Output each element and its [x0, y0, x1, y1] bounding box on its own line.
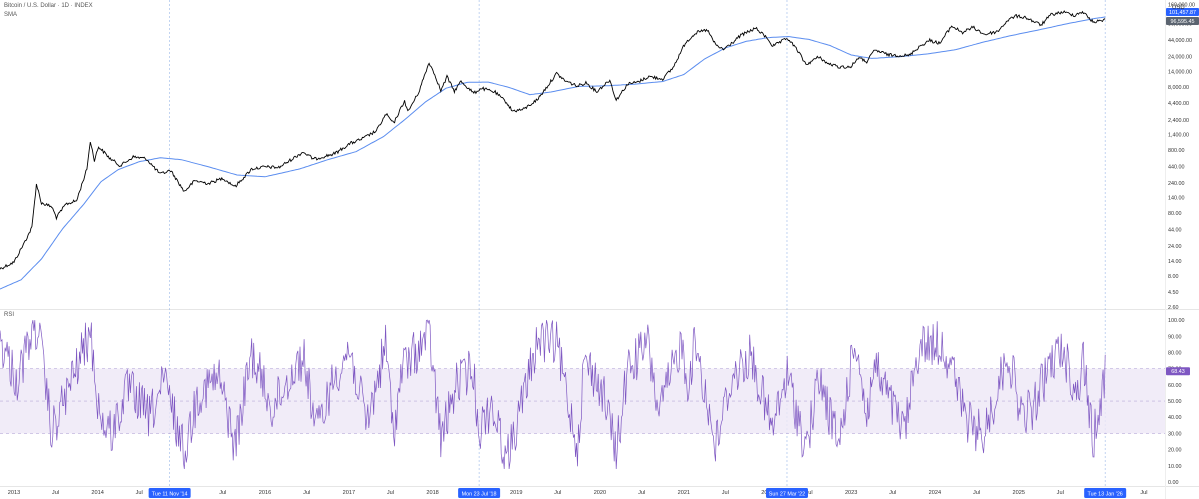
sma-indicator-label[interactable]: SMA: [4, 12, 18, 18]
price-value-label: 101,457.87: [1169, 10, 1196, 16]
x-tick-label: 2021: [678, 490, 690, 496]
date-marker-badge: [148, 488, 191, 498]
price-tick-label: 8.00: [1168, 274, 1179, 280]
price-value-badge: [1166, 7, 1199, 16]
x-tick-label: 2023: [845, 490, 857, 496]
rsi-indicator-label[interactable]: RSI: [4, 312, 15, 318]
rsi-tick-label: 30.00: [1168, 431, 1182, 437]
price-tick-label: 24.00: [1168, 244, 1182, 250]
rsi-tick-label: 50.00: [1168, 399, 1182, 405]
price-tick-label: 80.00: [1168, 211, 1182, 217]
date-marker-badge: [765, 488, 808, 498]
date-marker-badge: [458, 488, 501, 498]
x-tick-label: 2013: [8, 490, 20, 496]
rsi-line: [0, 319, 1106, 470]
price-line: [0, 10, 1106, 270]
price-tick-label: 140.00: [1168, 196, 1185, 202]
x-tick-label: Jul: [722, 490, 729, 496]
price-tick-label: 4.50: [1168, 290, 1179, 296]
x-tick-label: 2014: [91, 490, 103, 496]
price-series: [0, 10, 1106, 270]
price-tick-label: 44,000.00: [1168, 38, 1192, 44]
currency-label: USD: [1172, 5, 1185, 11]
x-tick-label: 2016: [259, 490, 271, 496]
x-tick-label: Jul: [219, 490, 226, 496]
rsi-tick-label: 40.00: [1168, 415, 1182, 421]
price-tick-label: 240.00: [1168, 181, 1185, 187]
x-tick-label: Jul: [303, 490, 310, 496]
rsi-tick-label: 80.00: [1168, 350, 1182, 356]
sma-line: [0, 16, 1106, 290]
date-marker-badge: [1084, 488, 1127, 498]
x-tick-label: 2019: [510, 490, 522, 496]
x-tick-label: 2020: [594, 490, 606, 496]
date-marker-label: Tue 11 Nov '14: [152, 492, 188, 498]
x-tick-label: 2018: [426, 490, 438, 496]
price-tick-label: 2,400.00: [1168, 118, 1189, 124]
date-marker-label: Mon 23 Jul '18: [462, 492, 497, 498]
rsi-tick-label: 10.00: [1168, 464, 1182, 470]
price-tick-label: 160,000.00: [1168, 3, 1195, 9]
x-tick-label: Jul: [387, 490, 394, 496]
sma-series: [0, 16, 1106, 290]
symbol-title: Bitcoin / U.S. Dollar · 1D · INDEX: [4, 3, 93, 9]
price-tick-label: 4,400.00: [1168, 101, 1189, 107]
x-tick-label: Jul: [973, 490, 980, 496]
x-tick-label: Jul: [554, 490, 561, 496]
x-tick-label: Jul: [136, 490, 143, 496]
x-tick-label: Jul: [638, 490, 645, 496]
rsi-y-axis[interactable]: 100.0090.0080.0070.0060.0050.0040.0030.0…: [1168, 318, 1185, 486]
x-tick-label: Jul: [805, 490, 812, 496]
price-tick-label: 2.60: [1168, 305, 1179, 311]
x-tick-label: Jul: [1140, 490, 1147, 496]
value-badges: Tue 11 Nov '14 Mon 23 Jul '18 Sun 27 Mar '…: [148, 7, 1199, 498]
x-tick-label: Jul: [52, 490, 59, 496]
price-tick-label: 800.00: [1168, 148, 1185, 154]
price-tick-label: 14.00: [1168, 259, 1182, 265]
sma-value-badge: [1166, 16, 1199, 25]
rsi-value-badge: [1166, 367, 1190, 376]
x-tick-label: Jul: [1057, 490, 1064, 496]
rsi-tick-label: 100.00: [1168, 318, 1185, 324]
x-tick-label: 2017: [343, 490, 355, 496]
price-tick-label: 8,000.00: [1168, 85, 1189, 91]
x-tick-label: 2025: [1013, 490, 1025, 496]
rsi-value-label: 68.43: [1171, 369, 1185, 375]
date-marker-label: Sun 27 Mar '22: [769, 492, 805, 498]
price-tick-label: 44.00: [1168, 227, 1182, 233]
price-tick-label: 24,000.00: [1168, 55, 1192, 61]
date-marker-label: Tue 13 Jan '26: [1088, 492, 1123, 498]
price-y-axis[interactable]: 160,000.0080,000.0044,000.0024,000.0014,…: [1168, 3, 1195, 311]
x-tick-label: 2024: [929, 490, 941, 496]
price-tick-label: 14,000.00: [1168, 69, 1192, 75]
price-tick-label: 440.00: [1168, 164, 1185, 170]
price-tick-label: 1,400.00: [1168, 133, 1189, 139]
rsi-tick-label: 0.00: [1168, 480, 1179, 486]
rsi-series: [0, 319, 1106, 470]
sma-value-label: 96,595.45: [1171, 19, 1195, 25]
rsi-tick-label: 60.00: [1168, 383, 1182, 389]
x-tick-label: Jul: [889, 490, 896, 496]
rsi-tick-label: 90.00: [1168, 334, 1182, 340]
rsi-tick-label: 20.00: [1168, 448, 1182, 454]
